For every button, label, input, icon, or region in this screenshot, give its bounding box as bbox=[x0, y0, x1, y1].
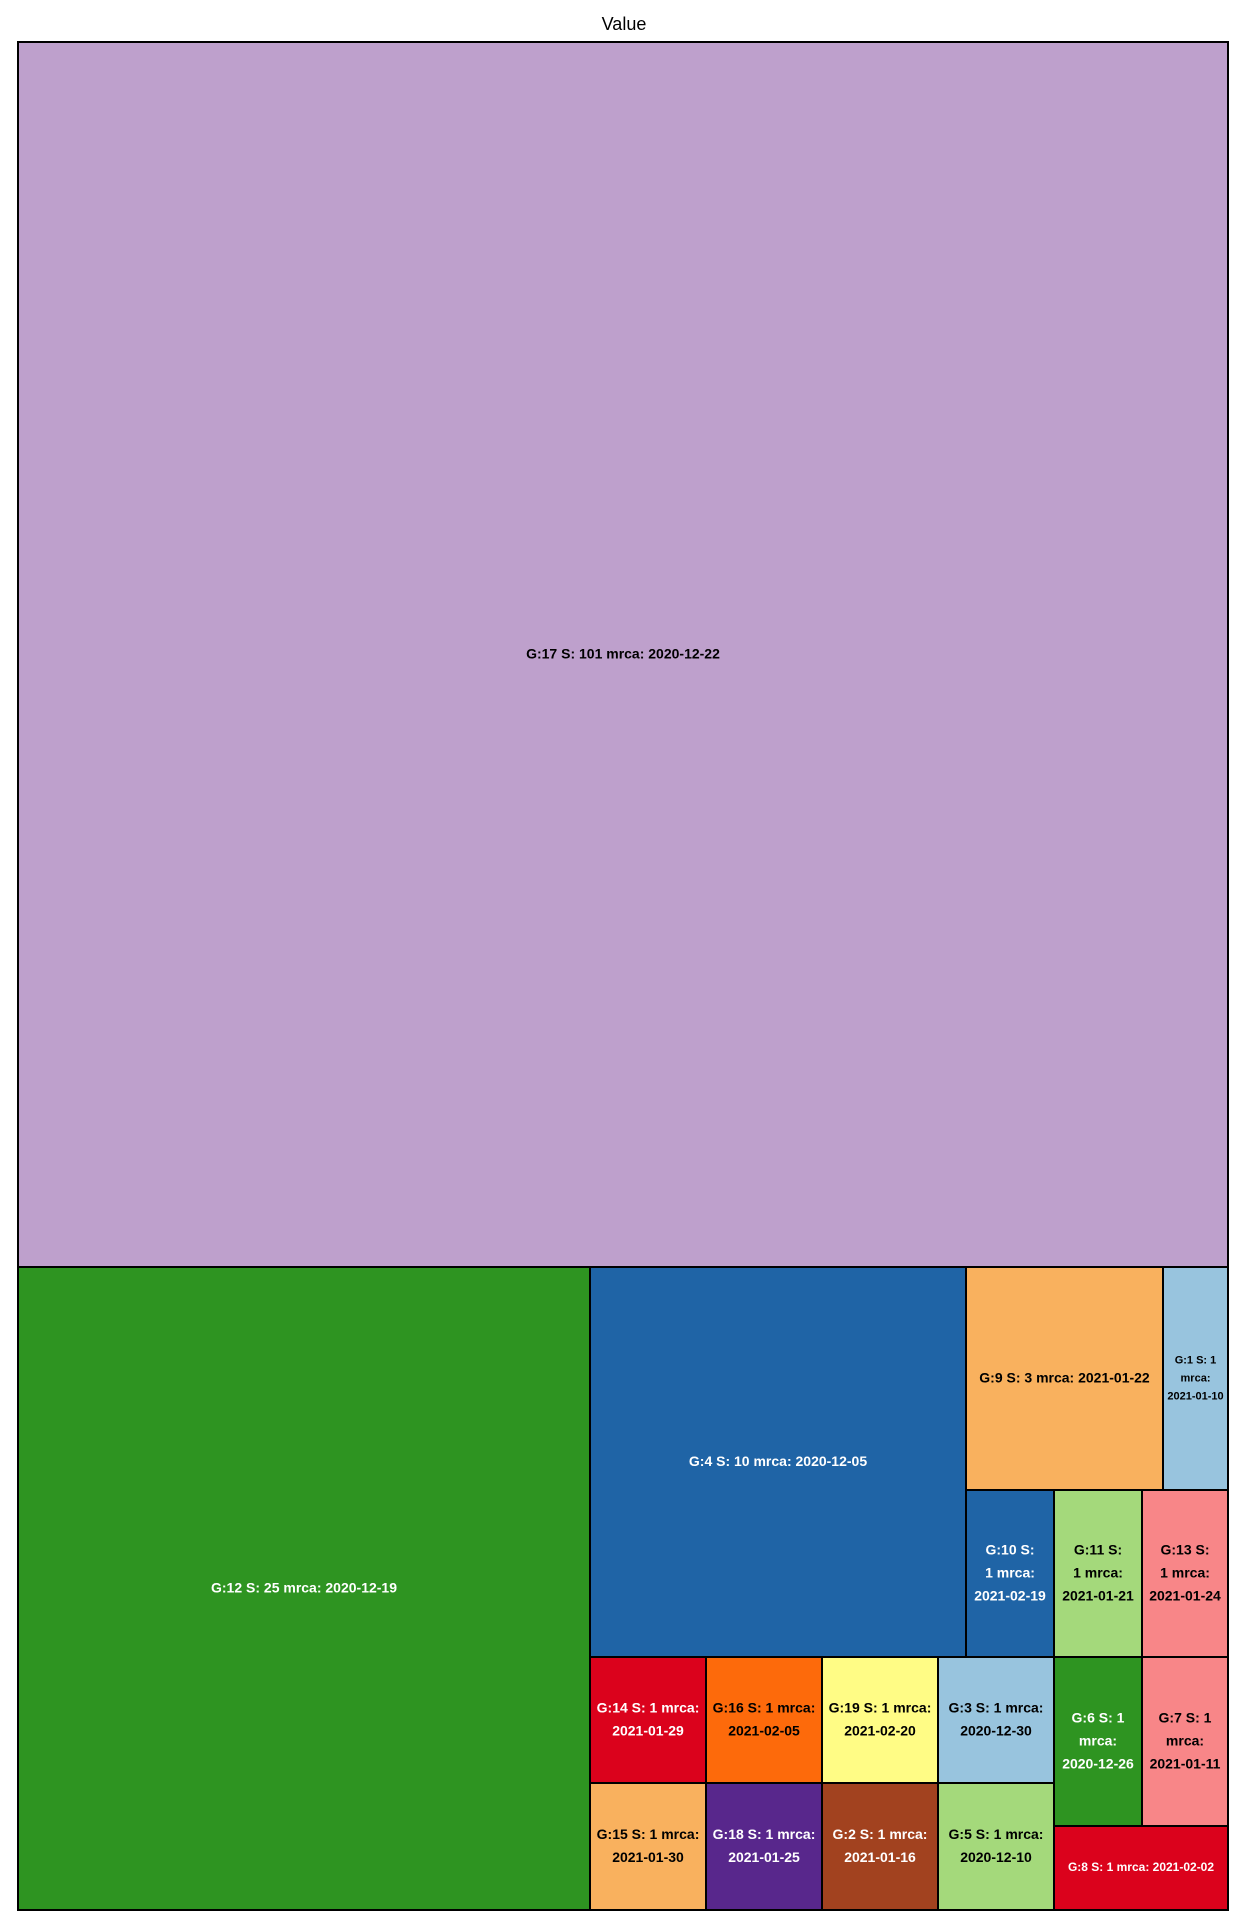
treemap-tile-label-line: 1 mrca: bbox=[1160, 1564, 1210, 1580]
treemap-tile: G:19 S: 1 mrca: 2021-02-20 bbox=[821, 1656, 939, 1784]
treemap-tile-rect bbox=[1162, 1266, 1229, 1491]
treemap-tile-rect bbox=[821, 1656, 939, 1784]
treemap-tile: G:8 S: 1 mrca: 2021-02-02 bbox=[1053, 1825, 1229, 1911]
treemap-tile-label: G:18 S: 1 mrca: 2021-01-25 bbox=[713, 1826, 816, 1865]
treemap-tile-rect bbox=[1141, 1489, 1229, 1658]
treemap-tile: G:9 S: 3 mrca: 2021-01-22 bbox=[965, 1266, 1164, 1491]
treemap-tile-rect bbox=[17, 1266, 591, 1911]
treemap-tile-label-line: mrca: bbox=[1079, 1732, 1117, 1748]
treemap-tile-label: G:15 S: 1 mrca: 2021-01-30 bbox=[597, 1826, 700, 1865]
treemap-tile-label-line: 2021-01-24 bbox=[1149, 1587, 1221, 1603]
treemap-tile-label-line: G:3 S: 1 mrca: bbox=[949, 1699, 1044, 1715]
treemap-tile-label-line: 2021-01-16 bbox=[844, 1849, 916, 1865]
treemap-tile-label-line: 2021-01-11 bbox=[1150, 1755, 1221, 1771]
treemap-tile-label: G:10 S: 1 mrca: 2021-02-19 bbox=[974, 1541, 1046, 1603]
treemap-tile-rect bbox=[589, 1782, 707, 1911]
treemap-tile-rect bbox=[1053, 1656, 1143, 1827]
treemap-tile-label: G:12 S: 25 mrca: 2020-12-19 bbox=[211, 1579, 397, 1595]
treemap-tile: G:16 S: 1 mrca: 2021-02-05 bbox=[705, 1656, 823, 1784]
treemap-tile-rect bbox=[965, 1489, 1055, 1658]
treemap-tile-label-line: 2021-01-25 bbox=[728, 1849, 800, 1865]
treemap-tile-label-line: 1 mrca: bbox=[1073, 1564, 1123, 1580]
treemap-tile: G:5 S: 1 mrca: 2020-12-10 bbox=[937, 1782, 1055, 1911]
treemap-tile-rect bbox=[1053, 1825, 1229, 1911]
treemap-tile: G:3 S: 1 mrca: 2020-12-30 bbox=[937, 1656, 1055, 1784]
treemap-tile-label-line: G:19 S: 1 mrca: bbox=[829, 1699, 932, 1715]
treemap-tile-rect bbox=[17, 41, 1229, 1268]
treemap-tile-rect bbox=[1141, 1656, 1229, 1827]
treemap-tile-label-line: G:10 S: bbox=[985, 1541, 1034, 1557]
treemap-tile-label-line: 2021-01-30 bbox=[612, 1849, 684, 1865]
treemap-tile-label-line: 1 mrca: bbox=[985, 1564, 1035, 1580]
treemap-tile-label-line: 2021-01-21 bbox=[1062, 1587, 1134, 1603]
treemap-tile: G:14 S: 1 mrca: 2021-01-29 bbox=[589, 1656, 707, 1784]
treemap-tile: G:13 S: 1 mrca: 2021-01-24 bbox=[1141, 1489, 1229, 1658]
treemap-tile-label: G:7 S: 1 mrca: 2021-01-11 bbox=[1150, 1709, 1221, 1771]
treemap-tile-label-line: 2020-12-10 bbox=[960, 1849, 1032, 1865]
treemap-tile-label-line: G:11 S: bbox=[1074, 1541, 1122, 1557]
treemap-tile-label: G:11 S: 1 mrca: 2021-01-21 bbox=[1062, 1541, 1134, 1603]
treemap-tile-rect bbox=[937, 1782, 1055, 1911]
treemap-tile-label-line: 2021-01-10 bbox=[1167, 1391, 1223, 1403]
treemap-tile-label: G:5 S: 1 mrca: 2020-12-10 bbox=[949, 1826, 1044, 1865]
treemap-tile-label: G:6 S: 1 mrca: 2020-12-26 bbox=[1062, 1709, 1134, 1771]
treemap-tile-rect bbox=[965, 1266, 1164, 1491]
treemap-tile-label: G:13 S: 1 mrca: 2021-01-24 bbox=[1149, 1541, 1221, 1603]
treemap-tile-rect bbox=[589, 1656, 707, 1784]
treemap-tile: G:11 S: 1 mrca: 2021-01-21 bbox=[1053, 1489, 1143, 1658]
treemap-tile-label-line: G:7 S: 1 bbox=[1159, 1709, 1212, 1725]
treemap-tile-label: G:14 S: 1 mrca: 2021-01-29 bbox=[597, 1699, 700, 1738]
treemap-tile-label-line: G:4 S: 10 mrca: 2020-12-05 bbox=[689, 1453, 867, 1469]
treemap-tile-label: G:2 S: 1 mrca: 2021-01-16 bbox=[833, 1826, 928, 1865]
treemap-tile-label-line: G:17 S: 101 mrca: 2020-12-22 bbox=[526, 645, 720, 661]
treemap-tile-label: G:16 S: 1 mrca: 2021-02-05 bbox=[713, 1699, 816, 1738]
treemap-tile: G:1 S: 1 mrca: 2021-01-10 bbox=[1162, 1266, 1229, 1491]
treemap-tile-label-line: G:14 S: 1 mrca: bbox=[597, 1699, 700, 1715]
treemap-tile-label-line: 2021-01-29 bbox=[612, 1722, 684, 1738]
treemap-tile-label: G:9 S: 3 mrca: 2021-01-22 bbox=[979, 1369, 1150, 1385]
treemap-tile-label-line: G:8 S: 1 mrca: 2021-02-02 bbox=[1068, 1860, 1214, 1874]
treemap-tile-label: G:19 S: 1 mrca: 2021-02-20 bbox=[829, 1699, 932, 1738]
treemap-tile-rect bbox=[937, 1656, 1055, 1784]
treemap-tile-rect bbox=[705, 1656, 823, 1784]
treemap-tile-label-line: 2020-12-30 bbox=[960, 1722, 1032, 1738]
treemap-tile-label-line: 2021-02-20 bbox=[844, 1722, 916, 1738]
treemap-tile-label-line: G:16 S: 1 mrca: bbox=[713, 1699, 816, 1715]
treemap-tile-label-line: G:12 S: 25 mrca: 2020-12-19 bbox=[211, 1579, 397, 1595]
treemap-tile-label-line: G:6 S: 1 bbox=[1072, 1709, 1125, 1725]
treemap-tile-label: G:1 S: 1 mrca: 2021-01-10 bbox=[1167, 1354, 1223, 1402]
treemap-tile-label-line: mrca: bbox=[1181, 1372, 1211, 1384]
treemap-tile-label-line: G:5 S: 1 mrca: bbox=[949, 1826, 1044, 1842]
treemap-tile-label-line: 2020-12-26 bbox=[1062, 1755, 1134, 1771]
treemap-tile: G:12 S: 25 mrca: 2020-12-19 bbox=[17, 1266, 591, 1911]
treemap-tile-rect bbox=[1053, 1489, 1143, 1658]
treemap-tile-label: G:4 S: 10 mrca: 2020-12-05 bbox=[689, 1453, 867, 1469]
treemap-tile: G:6 S: 1 mrca: 2020-12-26 bbox=[1053, 1656, 1143, 1827]
treemap-tile-label-line: G:1 S: 1 bbox=[1175, 1354, 1217, 1366]
treemap-tile-label-line: G:13 S: bbox=[1160, 1541, 1209, 1557]
treemap-tile-label-line: 2021-02-19 bbox=[974, 1587, 1046, 1603]
treemap-tile: G:10 S: 1 mrca: 2021-02-19 bbox=[965, 1489, 1055, 1658]
treemap-tile-label-line: mrca: bbox=[1166, 1732, 1204, 1748]
treemap-tile-label-line: G:15 S: 1 mrca: bbox=[597, 1826, 700, 1842]
treemap-tile-label-line: G:2 S: 1 mrca: bbox=[833, 1826, 928, 1842]
treemap-tile: G:7 S: 1 mrca: 2021-01-11 bbox=[1141, 1656, 1229, 1827]
chart-title: Value bbox=[601, 14, 647, 34]
treemap-tile: G:17 S: 101 mrca: 2020-12-22 bbox=[17, 41, 1229, 1268]
treemap-tile-label: G:17 S: 101 mrca: 2020-12-22 bbox=[526, 645, 720, 661]
treemap-tile: G:18 S: 1 mrca: 2021-01-25 bbox=[705, 1782, 823, 1911]
treemap-tile: G:15 S: 1 mrca: 2021-01-30 bbox=[589, 1782, 707, 1911]
treemap-tile-label: G:3 S: 1 mrca: 2020-12-30 bbox=[949, 1699, 1044, 1738]
treemap-tile-label-line: G:18 S: 1 mrca: bbox=[713, 1826, 816, 1842]
treemap-tile-label: G:8 S: 1 mrca: 2021-02-02 bbox=[1068, 1860, 1214, 1874]
treemap-tile-rect bbox=[821, 1782, 939, 1911]
treemap-tile-label-line: 2021-02-05 bbox=[728, 1722, 800, 1738]
treemap-tile-rect bbox=[705, 1782, 823, 1911]
treemap-tile: G:2 S: 1 mrca: 2021-01-16 bbox=[821, 1782, 939, 1911]
treemap-tile: G:4 S: 10 mrca: 2020-12-05 bbox=[589, 1266, 967, 1658]
treemap-tile-label-line: G:9 S: 3 mrca: 2021-01-22 bbox=[979, 1369, 1150, 1385]
